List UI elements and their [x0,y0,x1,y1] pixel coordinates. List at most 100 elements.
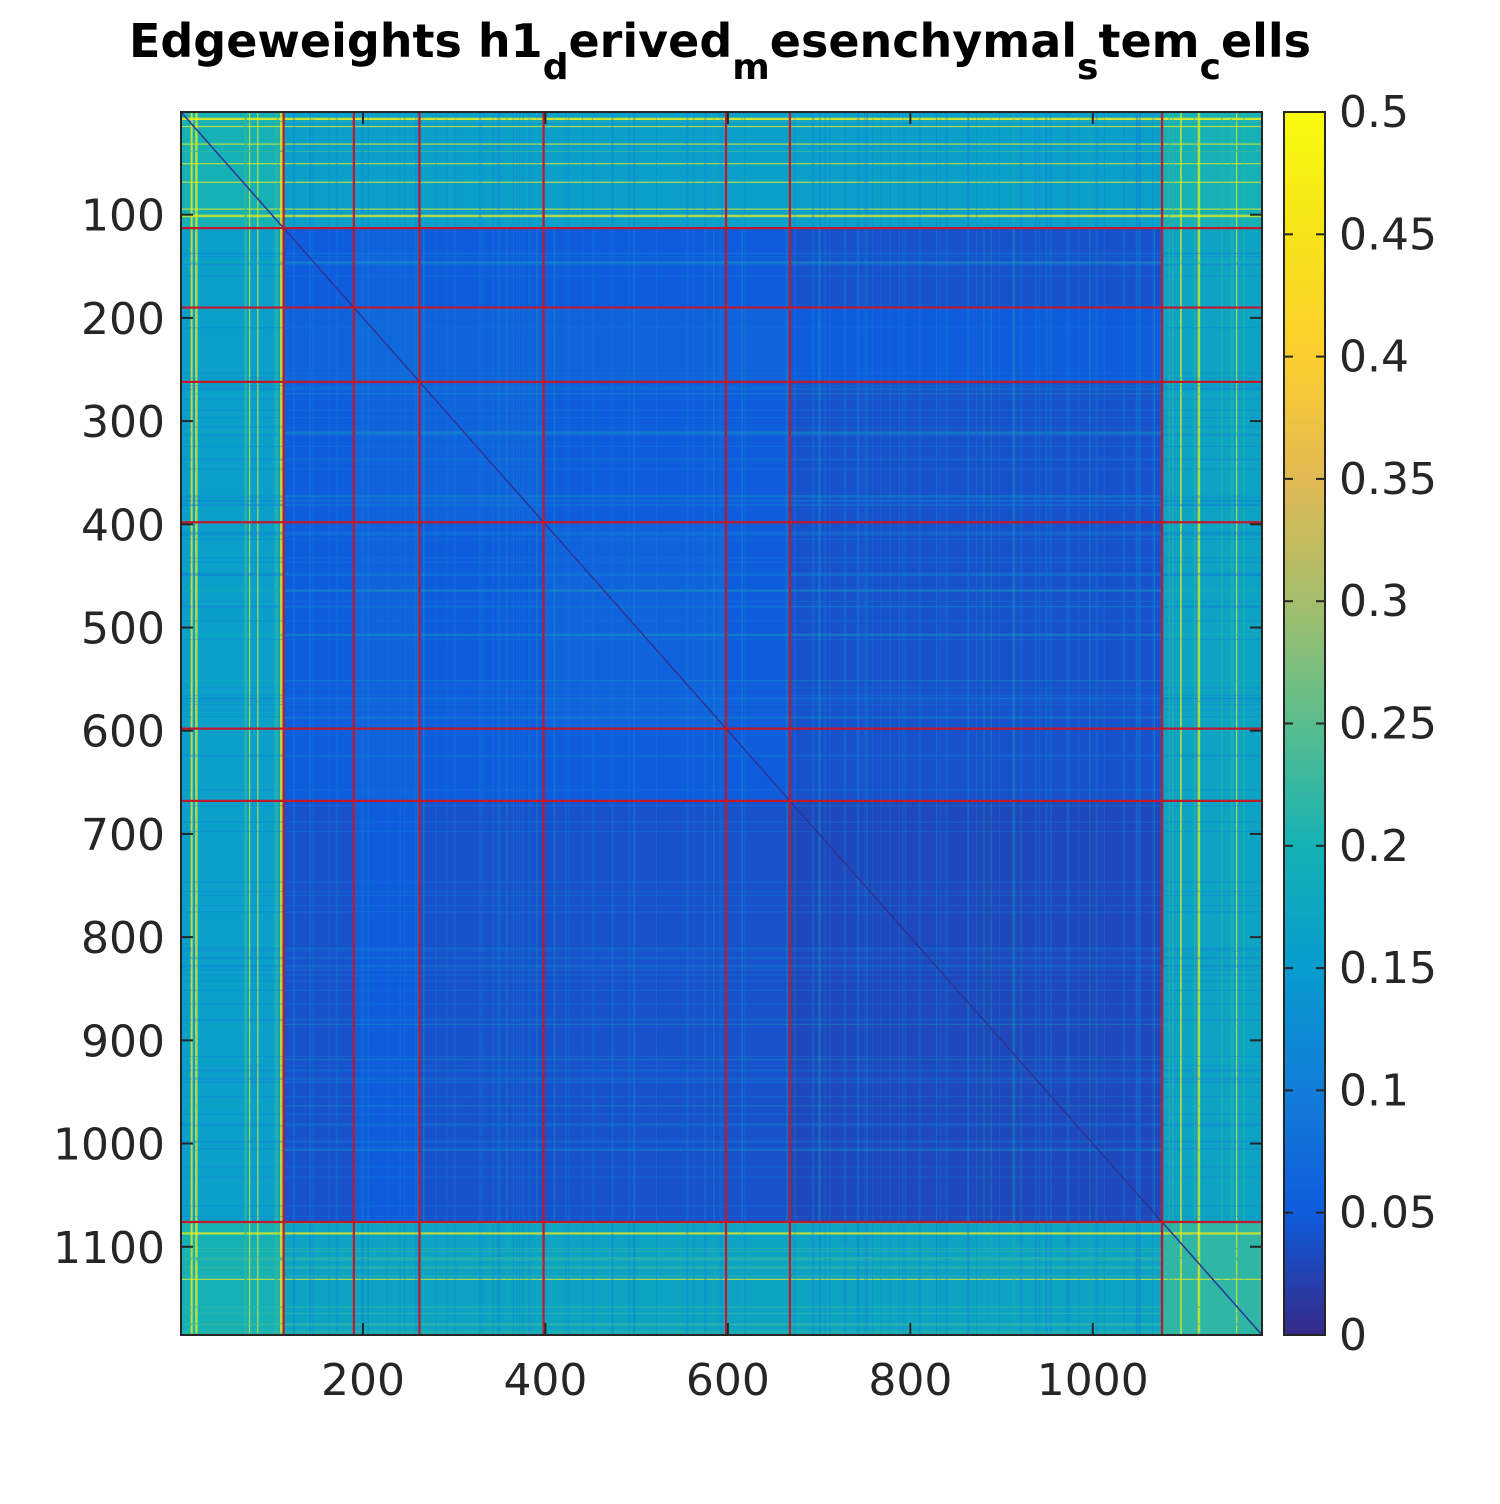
chart-title-text: erived [568,14,733,68]
heatmap-streak [181,974,1262,976]
heatmap-streak [181,687,1262,689]
heatmap-streak [181,1070,1262,1072]
heatmap-streak [181,433,1262,436]
heatmap-streak [181,821,1262,823]
heatmap-streak [944,112,947,1335]
heatmap-streak [181,697,1262,699]
colorbar-tick-label: 0.05 [1339,1188,1437,1239]
heatmap-streak [181,572,1262,576]
heatmap-streak [181,1058,1262,1061]
heatmap-streak [181,574,1262,577]
chart-title-subscript: s [1077,47,1099,88]
heatmap-block [181,228,285,309]
heatmap-streak [181,468,1262,470]
heatmap-streak [181,754,1262,757]
heatmap-streak [181,1166,1262,1168]
x-tick-label: 200 [321,1355,405,1406]
heatmap-streak [1046,112,1048,1335]
heatmap-streak [181,125,1262,128]
y-tick-label: 900 [81,1016,165,1067]
heatmap-streak [181,911,1262,913]
heatmap-streak [181,263,1262,265]
heatmap-block [726,522,791,730]
heatmap-streak [181,698,1262,700]
heatmap-streak [386,112,388,1335]
heatmap-streak [497,112,500,1335]
colorbar-tick-label: 0.45 [1339,209,1437,260]
heatmap-streak [181,716,1262,718]
heatmap-streak [181,1018,1262,1022]
heatmap-streak [1122,112,1126,1335]
heatmap-streak [181,163,1262,165]
heatmap-streak [935,112,938,1335]
heatmap-block [353,381,421,523]
heatmap-streak [181,1330,1262,1332]
heatmap-streak [279,112,283,1335]
heatmap-streak [292,112,296,1335]
heatmap-streak [990,112,992,1335]
heatmap-streak [181,531,1262,535]
x-tick-label: 400 [503,1355,587,1406]
heatmap-diagonal [180,111,1263,1336]
heatmap-block [543,228,727,309]
colorbar-tick-label: 0.1 [1339,1065,1409,1116]
heatmap-streak [181,1247,1262,1249]
y-tick-label: 200 [81,294,165,345]
heatmap-streak [367,112,369,1335]
heatmap-streak [181,1065,1262,1067]
heatmap-streak [181,1081,1262,1083]
heatmap-streak [1139,112,1141,1335]
heatmap-streak [274,112,278,1335]
heatmap-block [726,800,791,1223]
heatmap-block [283,728,355,802]
heatmap-block [283,381,355,523]
block-boundary-lines [181,112,1262,1335]
heatmap-streak [181,1113,1262,1115]
heatmap-streak [1236,112,1238,1335]
heatmap-streak [181,1122,1262,1125]
heatmap-streak [181,1258,1262,1261]
heatmap-block [283,800,355,1223]
heatmap-streak [919,112,921,1335]
heatmap-streak [819,112,821,1335]
heatmap-streak [181,393,1262,395]
heatmap-streak [181,1147,1262,1151]
heatmap-streak [744,112,746,1335]
heatmap-block [353,800,421,1223]
heatmap-streak [435,112,437,1335]
heatmap-streak [506,112,508,1335]
heatmap-block [789,307,1163,383]
heatmap-streak [181,143,1262,145]
heatmap-streak [416,112,419,1335]
heatmap-block [181,381,285,523]
heatmap-streak [181,1105,1262,1107]
heatmap-streak [181,372,1262,374]
heatmap-streak [181,445,1262,448]
heatmap-streak [181,495,1262,498]
colorbar-tick-label: 0.15 [1339,943,1437,994]
heatmap-streak [181,214,1262,218]
heatmap-streak [414,112,417,1335]
heatmap-streak [1012,112,1016,1335]
heatmap-streak [528,112,530,1335]
heatmap-streak [741,112,743,1335]
x-tick-label: 1000 [1037,1355,1149,1406]
heatmap-streak [1197,112,1201,1335]
heatmap-streak [794,112,796,1335]
heatmap-streak [843,112,847,1335]
heatmap-block [726,228,791,309]
heatmap-streak [1194,112,1196,1335]
heatmap-streak [181,680,1262,682]
chart-title-text: Edgeweights h1 [128,14,543,68]
heatmap-streak [423,112,425,1335]
heatmap-streak [455,112,457,1335]
heatmap-streak [1243,112,1245,1335]
heatmap-streak [181,499,1262,503]
y-tick-label: 1100 [53,1223,165,1274]
heatmap-streak [181,500,1262,502]
heatmap-streak [181,1003,1262,1005]
heatmap-block [419,522,545,730]
heatmap-streak [181,261,1262,264]
heatmap-streak [181,1233,1262,1235]
heatmap-streak [312,112,315,1335]
